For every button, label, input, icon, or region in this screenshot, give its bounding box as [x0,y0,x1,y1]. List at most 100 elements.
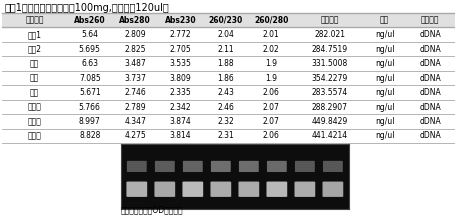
Text: 5.695: 5.695 [79,45,101,54]
Text: 282.021: 282.021 [313,30,344,39]
Text: 样品类型: 样品类型 [420,16,438,25]
Text: 449.8429: 449.8429 [311,117,347,126]
Text: 3.809: 3.809 [169,74,191,83]
Text: 8.828: 8.828 [79,132,100,140]
FancyBboxPatch shape [126,161,147,172]
Text: 2.342: 2.342 [169,103,191,112]
Text: 2.31: 2.31 [217,132,234,140]
Text: 3.737: 3.737 [124,74,146,83]
FancyBboxPatch shape [294,182,314,197]
FancyBboxPatch shape [211,161,230,172]
Text: 注：取孔顺序和OD值一致。: 注：取孔顺序和OD值一致。 [121,206,183,215]
Text: 3.814: 3.814 [169,132,191,140]
Text: dDNA: dDNA [418,103,440,112]
FancyBboxPatch shape [210,182,231,197]
Text: 2.705: 2.705 [169,45,191,54]
FancyBboxPatch shape [182,161,202,172]
Text: 4.347: 4.347 [124,117,146,126]
FancyBboxPatch shape [182,182,203,197]
Text: dDNA: dDNA [418,30,440,39]
Text: 288.2907: 288.2907 [311,103,347,112]
Text: 284.7519: 284.7519 [311,45,347,54]
Text: ng/ul: ng/ul [374,74,394,83]
Text: 2.335: 2.335 [169,88,191,97]
Text: 拟南芥: 拟南芥 [28,117,41,126]
Text: 4.275: 4.275 [124,132,146,140]
FancyBboxPatch shape [126,182,147,197]
Text: 样品浓度: 样品浓度 [320,16,338,25]
Text: 2.06: 2.06 [262,88,279,97]
FancyBboxPatch shape [266,182,287,197]
Text: 1.9: 1.9 [265,59,277,68]
Text: 354.2279: 354.2279 [311,74,347,83]
Text: 拟南芥: 拟南芥 [28,103,41,112]
Text: ng/ul: ng/ul [374,132,394,140]
Text: 2.772: 2.772 [169,30,191,39]
Text: 2.46: 2.46 [217,103,234,112]
Text: 260/280: 260/280 [253,16,288,25]
Text: 2.11: 2.11 [217,45,234,54]
FancyBboxPatch shape [322,182,343,197]
Text: 1.88: 1.88 [217,59,234,68]
Text: 样品编号: 样品编号 [25,16,44,25]
Text: ng/ul: ng/ul [374,30,394,39]
Text: 441.4214: 441.4214 [311,132,347,140]
Text: 案例1：植物样品，上样量100mg,洗脱体积120ul，: 案例1：植物样品，上样量100mg,洗脱体积120ul， [5,3,169,13]
Text: 2.746: 2.746 [124,88,146,97]
Text: ng/ul: ng/ul [374,88,394,97]
Text: 2.809: 2.809 [124,30,146,39]
Text: 7.085: 7.085 [79,74,101,83]
Text: 椰叶: 椰叶 [30,74,39,83]
Text: ng/ul: ng/ul [374,117,394,126]
FancyBboxPatch shape [322,161,342,172]
Text: 1.86: 1.86 [217,74,234,83]
Text: Abs280: Abs280 [119,16,151,25]
Text: 331.5008: 331.5008 [311,59,347,68]
Text: 2.789: 2.789 [124,103,146,112]
Text: ng/ul: ng/ul [374,103,394,112]
FancyBboxPatch shape [155,161,174,172]
Text: 2.43: 2.43 [217,88,234,97]
Text: 8.997: 8.997 [79,117,101,126]
Text: 2.825: 2.825 [124,45,146,54]
Text: 2.04: 2.04 [217,30,234,39]
Text: 6.63: 6.63 [81,59,98,68]
Text: 5.766: 5.766 [79,103,101,112]
Text: 2.02: 2.02 [263,45,279,54]
Text: dDNA: dDNA [418,132,440,140]
FancyBboxPatch shape [238,161,258,172]
Text: 3.874: 3.874 [169,117,191,126]
Text: 水稻1: 水稻1 [28,30,41,39]
Text: 3.487: 3.487 [124,59,146,68]
Text: 椰叶: 椰叶 [30,88,39,97]
FancyBboxPatch shape [154,182,175,197]
Text: Abs260: Abs260 [74,16,106,25]
FancyBboxPatch shape [238,182,258,197]
Text: 260/230: 260/230 [208,16,243,25]
Text: 2.07: 2.07 [262,117,279,126]
Text: dDNA: dDNA [418,117,440,126]
Text: 1.9: 1.9 [265,74,277,83]
Text: 3.535: 3.535 [169,59,191,68]
Text: 拟南芥: 拟南芥 [28,132,41,140]
Text: 283.5574: 283.5574 [311,88,347,97]
Text: 2.01: 2.01 [263,30,279,39]
Text: Abs230: Abs230 [164,16,196,25]
Text: 单位: 单位 [379,16,389,25]
Text: 椰叶: 椰叶 [30,59,39,68]
Text: 5.671: 5.671 [79,88,101,97]
Text: 2.07: 2.07 [262,103,279,112]
Text: dDNA: dDNA [418,45,440,54]
Text: ng/ul: ng/ul [374,59,394,68]
Bar [2,13,455,28]
FancyBboxPatch shape [266,161,286,172]
Text: 水稻2: 水稻2 [28,45,41,54]
Text: dDNA: dDNA [418,59,440,68]
Text: dDNA: dDNA [418,88,440,97]
Text: dDNA: dDNA [418,74,440,83]
FancyBboxPatch shape [294,161,314,172]
Text: 2.06: 2.06 [262,132,279,140]
Text: 5.64: 5.64 [81,30,98,39]
Text: 2.32: 2.32 [217,117,234,126]
Text: ng/ul: ng/ul [374,45,394,54]
